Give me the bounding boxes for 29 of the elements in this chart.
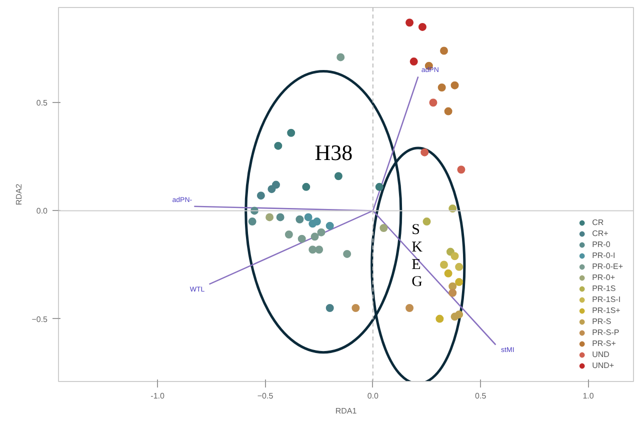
legend-label: PR-1S-I xyxy=(592,294,621,305)
legend-label: PR-0+ xyxy=(592,272,615,283)
annotation: G xyxy=(412,274,423,290)
x-tick-label: 0.5 xyxy=(475,392,487,400)
legend-label: UND xyxy=(592,349,610,360)
legend-label: PR-1S+ xyxy=(592,305,620,316)
legend-label: PR-0 xyxy=(592,239,612,250)
legend-label: CR+ xyxy=(592,228,610,239)
y-tick-label: 0.0 xyxy=(36,206,48,216)
x-tick-label: -1.0 xyxy=(150,392,166,400)
annotation: H38 xyxy=(314,140,353,165)
annotation: E xyxy=(412,256,421,273)
y-axis-title: RDA2 xyxy=(14,183,24,206)
x-tick-label: 0.0 xyxy=(367,392,380,400)
legend-label: PR-S-P xyxy=(592,327,620,338)
legend-label: CR xyxy=(592,217,605,228)
x-tick-label: −0.5 xyxy=(257,392,274,400)
x-axis-title: RDA1 xyxy=(335,406,358,416)
legend-label: PR-1S xyxy=(592,283,616,294)
annotation: K xyxy=(412,239,423,256)
legend-label: PR-S+ xyxy=(592,338,616,349)
legend-label: UND+ xyxy=(592,360,614,371)
annotation: S xyxy=(412,222,420,238)
legend-label: PR-0-E+ xyxy=(592,261,623,272)
y-tick-label: 0.5 xyxy=(36,98,48,108)
legend-label: PR-S xyxy=(592,316,612,327)
legend-label: PR-0-I xyxy=(592,250,616,261)
x-tick-label: 1.0 xyxy=(582,392,594,400)
y-tick-label: −0.5 xyxy=(32,314,48,324)
